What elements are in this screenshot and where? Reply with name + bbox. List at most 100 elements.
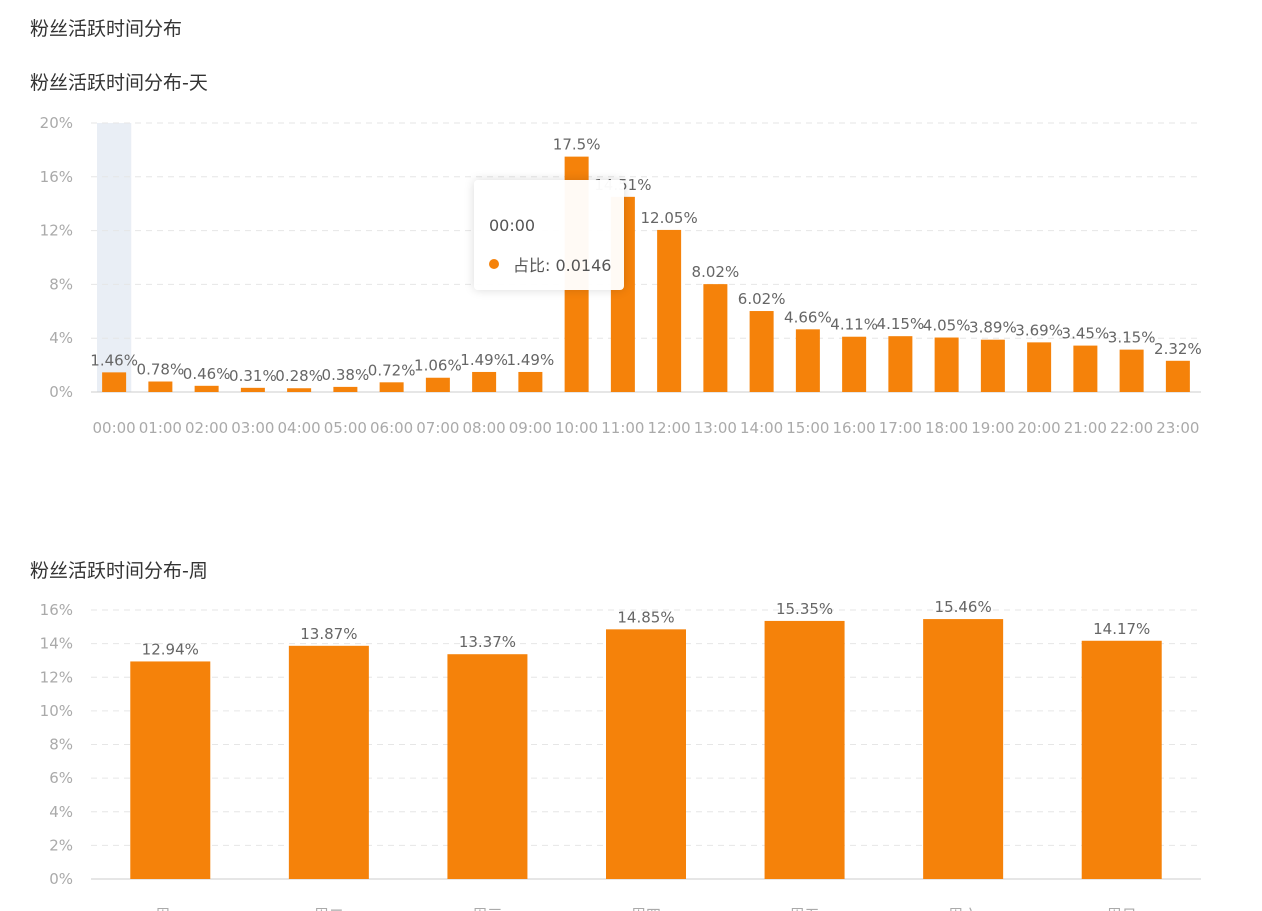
bar: [1165, 360, 1190, 392]
data-label: 4.11%: [830, 316, 878, 334]
x-tick-label: 07:00: [416, 419, 459, 437]
y-tick-label: 4%: [49, 329, 73, 347]
y-tick-label: 0%: [49, 383, 73, 401]
x-tick-label: 17:00: [879, 419, 922, 437]
bar: [240, 387, 265, 392]
tooltip-title: 00:00: [489, 216, 536, 235]
y-tick-label: 14%: [40, 635, 73, 653]
bar: [980, 339, 1005, 392]
data-label: 4.15%: [877, 315, 925, 333]
day-chart-title: 粉丝活跃时间分布-天: [30, 72, 208, 94]
x-tick-label: 21:00: [1064, 419, 1107, 437]
bar: [148, 381, 173, 392]
data-label: 1.46%: [90, 351, 138, 369]
x-tick-label: 周二: [314, 906, 344, 911]
bar: [764, 620, 845, 879]
data-label: 17.5%: [553, 136, 601, 154]
bar: [425, 377, 450, 392]
data-label: 12.05%: [641, 209, 698, 227]
x-tick-label: 18:00: [925, 419, 968, 437]
x-tick-label: 22:00: [1110, 419, 1153, 437]
x-tick-label: 周三: [472, 906, 502, 911]
x-tick-label: 05:00: [324, 419, 367, 437]
x-tick-label: 周日: [1107, 906, 1137, 911]
bar: [1027, 342, 1052, 392]
bar: [923, 619, 1004, 879]
x-tick-label: 周五: [790, 906, 820, 911]
data-label: 0.31%: [229, 367, 277, 385]
bar: [657, 229, 682, 392]
data-label: 8.02%: [692, 263, 740, 281]
x-tick-label: 08:00: [463, 419, 506, 437]
x-tick-label: 10:00: [555, 419, 598, 437]
data-label: 0.46%: [183, 365, 231, 383]
x-tick-label: 13:00: [694, 419, 737, 437]
bar: [194, 385, 219, 392]
data-label: 2.32%: [1154, 340, 1202, 358]
y-tick-label: 8%: [49, 275, 73, 293]
y-tick-label: 12%: [40, 222, 73, 240]
y-tick-label: 16%: [40, 601, 73, 619]
data-label: 0.78%: [137, 361, 185, 379]
x-tick-label: 14:00: [740, 419, 783, 437]
week-chart-title: 粉丝活跃时间分布-周: [30, 560, 208, 582]
bar: [287, 388, 312, 392]
x-tick-label: 16:00: [833, 419, 876, 437]
bar: [102, 372, 127, 392]
data-label: 6.02%: [738, 290, 786, 308]
data-label: 14.17%: [1093, 620, 1150, 638]
x-tick-label: 周一: [155, 906, 185, 911]
data-label: 0.72%: [368, 361, 416, 379]
data-label: 1.49%: [507, 351, 555, 369]
data-label: 4.66%: [784, 308, 832, 326]
x-tick-label: 01:00: [139, 419, 182, 437]
x-tick-label: 04:00: [278, 419, 321, 437]
x-tick-label: 12:00: [648, 419, 691, 437]
bar: [379, 382, 404, 392]
bar: [288, 645, 369, 879]
data-label: 3.89%: [969, 319, 1017, 337]
bar: [1081, 640, 1162, 879]
data-label: 3.15%: [1108, 329, 1156, 347]
data-label: 12.94%: [142, 640, 199, 658]
y-tick-label: 10%: [40, 702, 73, 720]
day-distribution-chart[interactable]: 0% 4% 8% 12% 16% 20% 1.46% 00:00 0.78% 01:00 0.46%…: [0, 0, 1262, 460]
y-tick-label: 8%: [49, 736, 73, 754]
data-label: 13.37%: [459, 633, 516, 651]
data-label: 15.46%: [935, 598, 992, 616]
y-tick-label: 20%: [40, 114, 73, 132]
x-tick-label: 06:00: [370, 419, 413, 437]
y-tick-label: 0%: [49, 870, 73, 888]
bar: [606, 629, 686, 879]
chart-tooltip: 00:00 占比: 0.0146: [474, 180, 624, 290]
data-label: 13.87%: [300, 625, 357, 643]
y-tick-label: 2%: [49, 836, 73, 854]
data-label: 3.45%: [1062, 325, 1110, 343]
bar: [934, 337, 959, 392]
bar: [703, 284, 728, 392]
bar: [472, 371, 497, 392]
x-tick-label: 20:00: [1018, 419, 1061, 437]
y-tick-label: 6%: [49, 769, 73, 787]
x-tick-label: 09:00: [509, 419, 552, 437]
tooltip-series-dot-icon: [489, 259, 499, 269]
x-tick-label: 15:00: [786, 419, 829, 437]
data-label: 1.06%: [414, 357, 462, 375]
tooltip-value: 占比: 0.0146: [513, 256, 612, 275]
bar: [518, 371, 543, 392]
bar: [795, 329, 820, 392]
data-label: 15.35%: [776, 600, 833, 618]
data-label: 4.05%: [923, 317, 971, 335]
bar: [447, 654, 528, 879]
bar: [842, 336, 867, 392]
tooltip-row: 占比: 0.0146: [489, 252, 611, 276]
data-label: 1.49%: [460, 351, 508, 369]
bar: [130, 661, 211, 879]
page-title: 粉丝活跃时间分布: [30, 18, 183, 40]
x-tick-label: 19:00: [971, 419, 1014, 437]
data-label: 14.85%: [617, 608, 674, 626]
x-tick-label: 03:00: [231, 419, 274, 437]
hover-band: [97, 123, 132, 392]
bar: [749, 311, 774, 392]
